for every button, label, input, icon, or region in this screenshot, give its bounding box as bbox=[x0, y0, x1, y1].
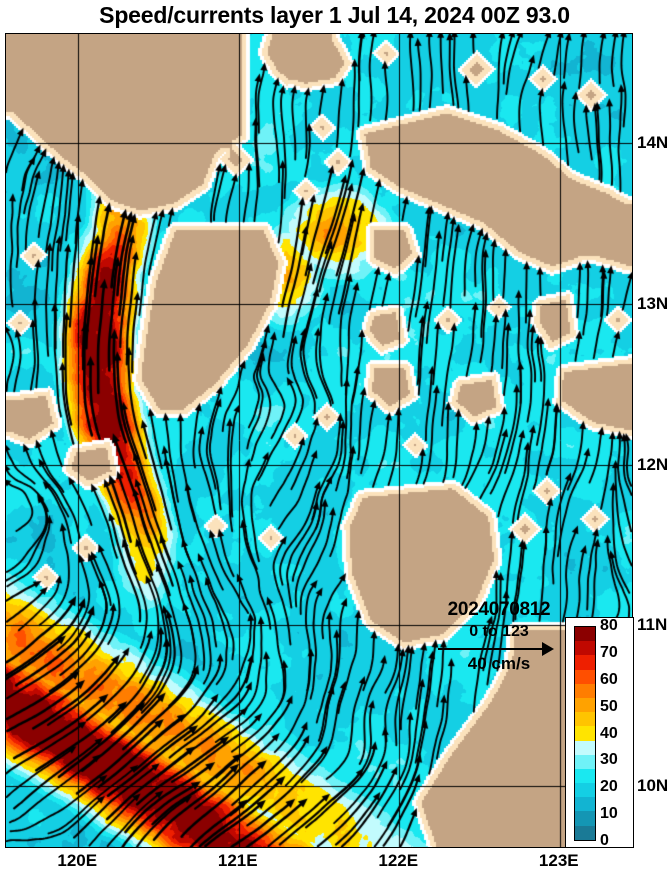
colorbar-band bbox=[575, 697, 595, 713]
colorbar-band bbox=[575, 811, 595, 826]
y-tick-14n: 14N bbox=[637, 133, 669, 153]
colorbar-tick-10: 10 bbox=[600, 805, 618, 823]
colorbar-tick-20: 20 bbox=[600, 778, 618, 796]
vector-reference-annotation: 2024070812 0 to 123 40 cm/s bbox=[424, 600, 574, 673]
y-tick-10n: 10N bbox=[637, 775, 669, 795]
page-title: Speed/currents layer 1 Jul 14, 2024 00Z … bbox=[99, 1, 570, 28]
colorbar-tick-50: 50 bbox=[600, 697, 618, 715]
colorbar-gradient bbox=[574, 626, 596, 841]
y-tick-11n: 11N bbox=[637, 615, 668, 635]
colorbar-tick-30: 30 bbox=[600, 751, 618, 769]
colorbar-legend: 0 10 20 30 40 50 60 70 80 bbox=[565, 617, 634, 849]
colorbar-tick-40: 40 bbox=[600, 724, 618, 742]
colorbar-band bbox=[575, 768, 595, 784]
colorbar-tick-70: 70 bbox=[600, 643, 618, 661]
colorbar-band bbox=[575, 740, 595, 755]
colorbar-band bbox=[575, 797, 595, 812]
annotation-date-code: 2024070812 bbox=[447, 599, 551, 620]
colorbar-band bbox=[575, 641, 595, 656]
colorbar-tick-60: 60 bbox=[600, 670, 618, 688]
colorbar-band bbox=[575, 683, 595, 698]
reference-vector-arrow bbox=[424, 641, 574, 656]
x-tick-123e: 123E bbox=[538, 851, 579, 870]
colorbar-band bbox=[575, 754, 595, 769]
x-tick-121e: 121E bbox=[217, 851, 258, 870]
colorbar-tick-0: 0 bbox=[600, 832, 609, 849]
x-tick-120e: 120E bbox=[57, 851, 98, 870]
y-tick-13n: 13N bbox=[637, 293, 669, 313]
arrow-shaft bbox=[438, 647, 546, 651]
colorbar-band bbox=[575, 726, 595, 741]
colorbar-band bbox=[575, 669, 595, 684]
y-tick-12n: 12N bbox=[637, 454, 669, 474]
map-plot-area[interactable] bbox=[5, 33, 633, 848]
annotation-scale-label: 40 cm/s bbox=[467, 653, 531, 673]
x-tick-122e: 122E bbox=[378, 851, 419, 870]
colorbar-band bbox=[575, 825, 595, 840]
colorbar-band bbox=[575, 712, 595, 727]
current-speed-field bbox=[6, 34, 632, 847]
colorbar-band bbox=[575, 655, 595, 670]
arrow-head-icon bbox=[542, 641, 554, 656]
colorbar-tick-80: 80 bbox=[600, 617, 618, 634]
colorbar-band bbox=[575, 627, 595, 642]
colorbar-band bbox=[575, 783, 595, 798]
annotation-range-label: 0 to 123 bbox=[469, 622, 529, 640]
